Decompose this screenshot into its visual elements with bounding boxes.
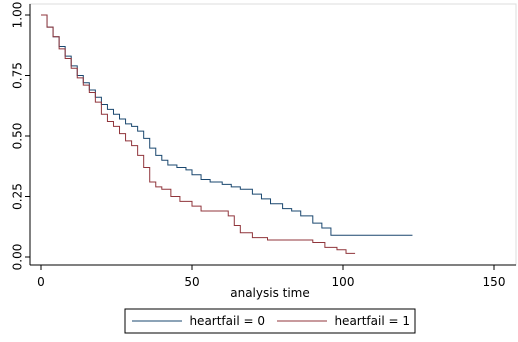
plot-area [29, 3, 517, 266]
survival-line [41, 14, 356, 254]
survival-line [41, 14, 413, 236]
x-axis-title: analysis time [230, 286, 310, 300]
x-tick-label: 100 [332, 275, 355, 289]
y-tick-label: 0.00 [11, 244, 25, 271]
x-tick-label: 50 [184, 275, 199, 289]
legend-label: heartfail = 0 [189, 314, 265, 328]
x-tick-label: 150 [483, 275, 506, 289]
y-tick-label: 0.25 [11, 183, 25, 210]
legend-label: heartfail = 1 [334, 314, 410, 328]
y-tick-label: 1.00 [11, 2, 25, 29]
x-tick-label: 0 [37, 275, 45, 289]
y-tick-label: 0.75 [11, 62, 25, 89]
y-tick-label: 0.50 [11, 123, 25, 150]
